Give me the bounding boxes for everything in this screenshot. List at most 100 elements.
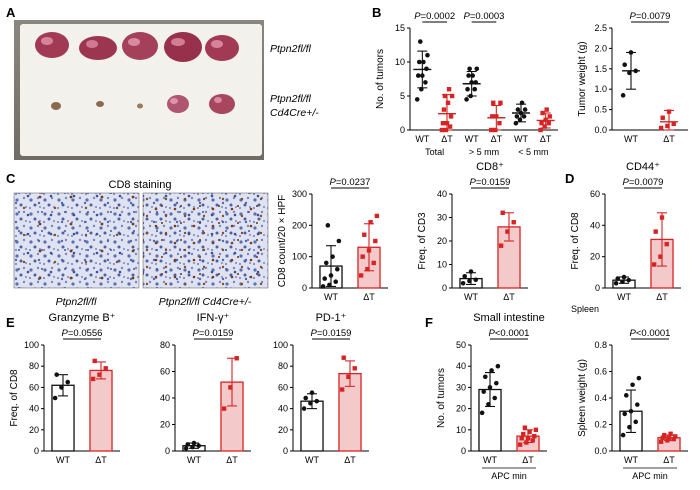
x-tick-label: ΔT (441, 134, 453, 144)
data-point (371, 260, 376, 266)
data-point (634, 402, 640, 407)
x-tick-label: ΔT (522, 455, 534, 465)
y-axis-label: No. of tumors (436, 368, 447, 428)
x-tick-label: ΔT (491, 134, 503, 144)
y-tick-label: 80 (160, 340, 170, 350)
data-point (486, 402, 491, 407)
x-tick-label: WT (514, 134, 528, 144)
data-point (414, 97, 420, 102)
data-point (513, 120, 519, 126)
data-point (666, 109, 672, 114)
data-point (615, 276, 621, 281)
data-point (527, 429, 532, 435)
x-tick-label: WT (465, 134, 479, 144)
y-tick-label: 30 (456, 382, 466, 392)
group-label: > 5 mm (469, 147, 499, 157)
y-tick-label: 10 (456, 425, 466, 435)
charts: 0 5 10 15 No. of tumors WT ΔT WT ΔT WT ΔT Total > 5 … (9, 11, 688, 481)
chart-f1: Small intestine 0 10 20 30 40 50 No. of tumors W… (436, 312, 547, 481)
x-tick-label: WT (464, 292, 478, 302)
bar (89, 369, 113, 452)
data-point (473, 277, 479, 283)
chart-title: IFN-γ⁺ (197, 312, 230, 324)
pvalue-label: P<0.0001 (630, 328, 671, 339)
x-tick-label: ΔT (95, 455, 107, 465)
chart-e1: Granzyme B⁺ 0 20 40 60 80 100 Freq. of CD8 WT ΔT P… (9, 312, 120, 465)
data-point (621, 274, 627, 280)
data-point (511, 220, 516, 225)
data-point (221, 406, 227, 411)
data-point (419, 86, 424, 92)
y-tick-label: 0 (283, 446, 288, 456)
data-point (666, 435, 672, 440)
data-point (613, 281, 619, 286)
y-tick-label: 0 (400, 125, 405, 135)
data-point (445, 100, 451, 105)
data-point (301, 406, 307, 411)
chart-b2: 0.0 0.5 1.0 1.5 2.0 2.5 Tumor weight (g) WT ΔT P=… (577, 11, 688, 144)
data-point (374, 213, 380, 219)
y-tick-label: 5 (400, 91, 405, 101)
pvalue-label: P=0.0556 (62, 328, 103, 339)
data-point (633, 68, 639, 74)
data-point (339, 387, 345, 392)
data-point (420, 73, 425, 78)
data-point (620, 279, 625, 285)
y-tick-label: 40 (590, 220, 600, 230)
data-point (539, 121, 544, 126)
data-point (658, 439, 664, 444)
y-tick-label: 40 (456, 361, 466, 371)
y-tick-label: 60 (29, 382, 39, 392)
data-point (521, 114, 527, 119)
panel-letter-b: B (372, 5, 381, 20)
data-point (462, 273, 468, 279)
tumor-row-wt (35, 32, 239, 62)
data-point (665, 438, 670, 443)
data-point (479, 410, 485, 416)
y-tick-label: 0 (302, 283, 307, 293)
y-tick-label: 100 (273, 340, 288, 350)
data-point (228, 385, 233, 390)
data-point (54, 372, 60, 377)
y-tick-label: 20 (437, 236, 447, 246)
data-point (466, 73, 471, 78)
data-point (494, 114, 499, 119)
data-point (320, 284, 326, 289)
x-note: APC min (632, 471, 668, 481)
data-point (314, 398, 320, 404)
data-point (417, 39, 423, 44)
data-point (662, 432, 667, 438)
y-tick-label: 80 (29, 361, 39, 371)
y-tick-label: 0 (461, 446, 466, 456)
chart-c1: 0 100 200 300 CD8 count/20 × HPF WT ΔT P=0.0237 (277, 177, 388, 302)
data-point (487, 385, 493, 390)
chart-title: Small intestine (473, 312, 545, 324)
pvalue-label: P=0.0159 (193, 328, 234, 339)
data-point (472, 86, 478, 92)
data-point (309, 390, 315, 396)
data-point (449, 93, 455, 99)
y-tick-label: 20 (456, 404, 466, 414)
data-point (440, 121, 446, 126)
data-point (660, 435, 665, 440)
data-point (416, 59, 422, 65)
data-point (522, 107, 528, 112)
data-point (234, 356, 239, 361)
data-point (653, 229, 658, 234)
data-point (481, 389, 487, 394)
data-point (533, 427, 539, 432)
data-point (346, 374, 351, 379)
y-tick-label: 0 (165, 446, 170, 456)
pvalue-label: P=0.0079 (623, 177, 664, 188)
x-tick-label: ΔT (503, 292, 515, 302)
data-point (468, 93, 473, 99)
data-point (517, 117, 523, 123)
micrograph-label-wt: Ptpn2fl/fl (56, 296, 98, 308)
x-tick-label: ΔT (344, 455, 356, 465)
y-axis-label: Freq. of CD3 (417, 212, 428, 270)
y-tick-label: 100 (24, 340, 39, 350)
data-point (626, 277, 632, 283)
data-point (500, 210, 505, 215)
data-point (465, 86, 470, 92)
